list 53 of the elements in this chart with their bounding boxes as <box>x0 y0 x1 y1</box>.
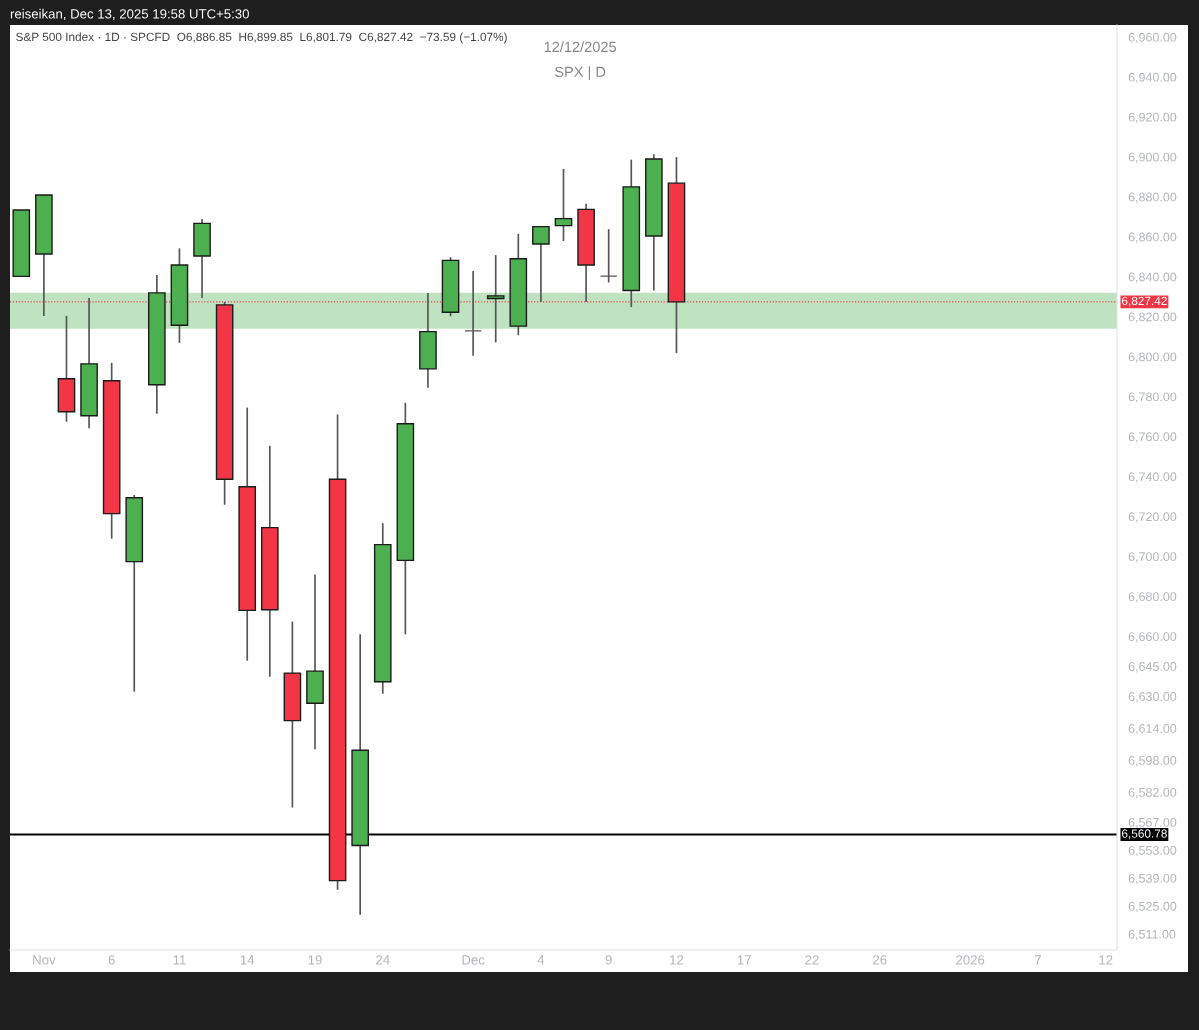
y-tick-label: 6,940.00 <box>1128 72 1177 84</box>
text: reiseikan, Dec 13, 2025 19:58 UTC+5:30 <box>10 8 249 21</box>
x-tick-label: 12 <box>1099 955 1113 965</box>
y-tick-label: 6,614.00 <box>1128 724 1177 735</box>
x-tick-label: 6 <box>108 955 115 965</box>
y-tick-label: 6,820.00 <box>1128 312 1177 323</box>
y-tick-label: 6,760.00 <box>1128 432 1177 443</box>
x-tick-label: 22 <box>805 955 819 965</box>
x-tick-label: 7 <box>1034 955 1041 965</box>
ref-line-label: 6,560.78 <box>1122 829 1167 840</box>
y-tick-label: 6,960.00 <box>1128 32 1177 44</box>
y-tick-label: 6,720.00 <box>1128 512 1177 523</box>
candlestick <box>554 168 573 242</box>
ref-line-label: 6,827.42 <box>1122 296 1167 307</box>
x-tick-label: 11 <box>173 955 186 965</box>
y-tick-label: 6,680.00 <box>1128 592 1177 603</box>
x-tick-label: 2026 <box>956 955 985 965</box>
y-tick-label: 6,567.00 <box>1128 817 1177 829</box>
y-tick-label: 6,740.00 <box>1128 472 1177 483</box>
x-tick-label: Nov <box>33 955 56 965</box>
y-tick-label: 6,511.00 <box>1128 929 1176 941</box>
candlestick <box>532 225 550 303</box>
y-tick-label: 6,582.00 <box>1128 787 1177 799</box>
y-tick-label: 6,780.00 <box>1128 392 1177 403</box>
x-tick-label: 26 <box>873 955 887 965</box>
y-tick-label: 6,840.00 <box>1128 272 1177 283</box>
annotation: SPX | D <box>554 66 606 80</box>
y-tick-label: 6,539.00 <box>1128 873 1177 885</box>
x-tick-label: 14 <box>240 955 255 965</box>
y-tick-label: 6,598.00 <box>1128 756 1177 767</box>
y-tick-label: 6,525.00 <box>1128 901 1177 913</box>
y-tick-label: 6,630.00 <box>1128 692 1177 703</box>
y-tick-label: 6,700.00 <box>1128 552 1177 563</box>
y-tick-label: 6,900.00 <box>1128 152 1177 163</box>
x-tick-label: 19 <box>308 955 322 965</box>
candlestick <box>464 270 482 357</box>
y-tick-label: 6,920.00 <box>1128 112 1177 124</box>
x-tick-label: 12 <box>670 955 684 965</box>
y-tick-label: 6,660.00 <box>1128 632 1177 643</box>
x-tick-label: Dec <box>462 955 485 965</box>
y-tick-label: 6,553.00 <box>1128 845 1177 857</box>
candlestick <box>486 254 505 344</box>
text: S&P 500 Index · 1D · SPCFD O6,886.85 H6,899.85 L6,801.79 C6,827.42 −73.59 (−1.07%) <box>16 32 507 44</box>
x-tick-label: 4 <box>537 955 545 965</box>
y-tick-label: 6,880.00 <box>1128 192 1177 203</box>
y-tick-label: 6,860.00 <box>1128 232 1177 243</box>
y-tick-label: 6,800.00 <box>1128 352 1177 363</box>
x-tick-label: 9 <box>605 955 612 965</box>
x-tick-label: 24 <box>376 955 390 965</box>
y-tick-label: 6,645.00 <box>1128 662 1177 673</box>
candlestick <box>599 228 618 284</box>
annotation: 12/12/2025 <box>544 41 616 53</box>
x-tick-label: 17 <box>737 955 751 965</box>
